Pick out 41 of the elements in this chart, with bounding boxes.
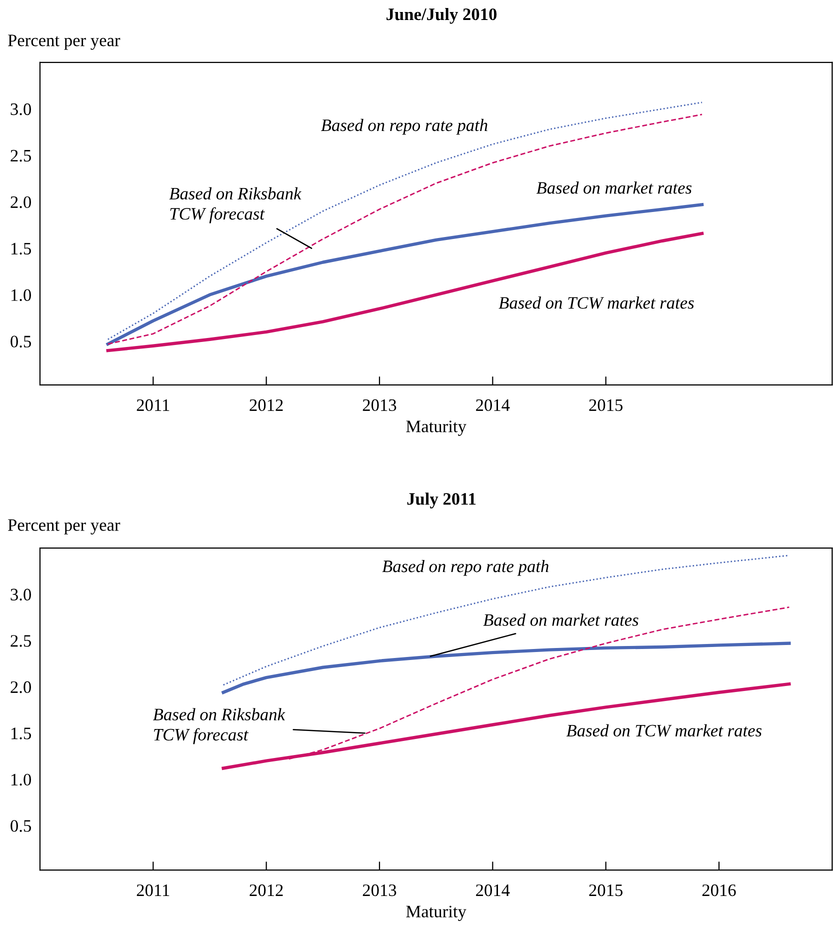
line-series <box>222 642 791 694</box>
annotation: Based on market rates <box>536 182 692 194</box>
x-axis-title: Maturity <box>406 906 466 921</box>
line-series <box>222 554 790 686</box>
line-series <box>106 232 704 352</box>
x-tick-label: 2015 <box>589 884 623 896</box>
y-tick-label: 2.0 <box>10 196 31 208</box>
x-tick-label: 2013 <box>362 399 396 412</box>
y-tick-label: 3.0 <box>10 588 31 601</box>
x-tick-label: 2016 <box>702 884 736 896</box>
y-tick-label: 2.5 <box>10 635 31 647</box>
x-tick-label: 2012 <box>250 399 283 412</box>
annotation: Based on Riksbank TCW forecast <box>153 708 286 744</box>
y-tick-label: 3.0 <box>10 103 31 116</box>
y-tick-label: 1.5 <box>11 728 31 740</box>
annotation: Based on TCW market rates <box>566 724 762 737</box>
x-tick-label: 2011 <box>136 884 170 896</box>
y-axis-title: Percent per year <box>8 519 120 534</box>
annotation: Based on repo rate path <box>321 118 488 135</box>
x-tick-label: 2012 <box>250 884 283 896</box>
y-tick-label: 1.0 <box>11 289 31 302</box>
x-tick-label: 2015 <box>589 399 623 412</box>
y-tick-label: 1.5 <box>11 242 31 255</box>
x-axis-title: Maturity <box>406 420 466 436</box>
x-tick-label: 2011 <box>136 399 170 412</box>
annotation: Based on Riksbank TCW forecast <box>169 187 302 224</box>
annotation: Based on repo rate path <box>382 560 548 576</box>
y-axis-title: Percent per year <box>8 34 120 50</box>
x-tick-label: 2014 <box>476 884 510 896</box>
y-tick-label: 2.0 <box>10 681 31 694</box>
y-tick-label: 0.5 <box>10 820 31 832</box>
y-tick-label: 1.0 <box>11 774 31 786</box>
chart-title: June/July 2010 <box>386 8 497 24</box>
line-series <box>106 203 704 346</box>
x-tick-label: 2013 <box>362 884 396 896</box>
annotation: Based on TCW market rates <box>498 296 694 309</box>
y-tick-label: 2.5 <box>10 150 31 162</box>
y-tick-label: 0.5 <box>10 336 31 348</box>
annotation: Based on market rates <box>483 614 638 626</box>
x-tick-label: 2014 <box>476 399 510 412</box>
chart-title: July 2011 <box>407 492 476 508</box>
